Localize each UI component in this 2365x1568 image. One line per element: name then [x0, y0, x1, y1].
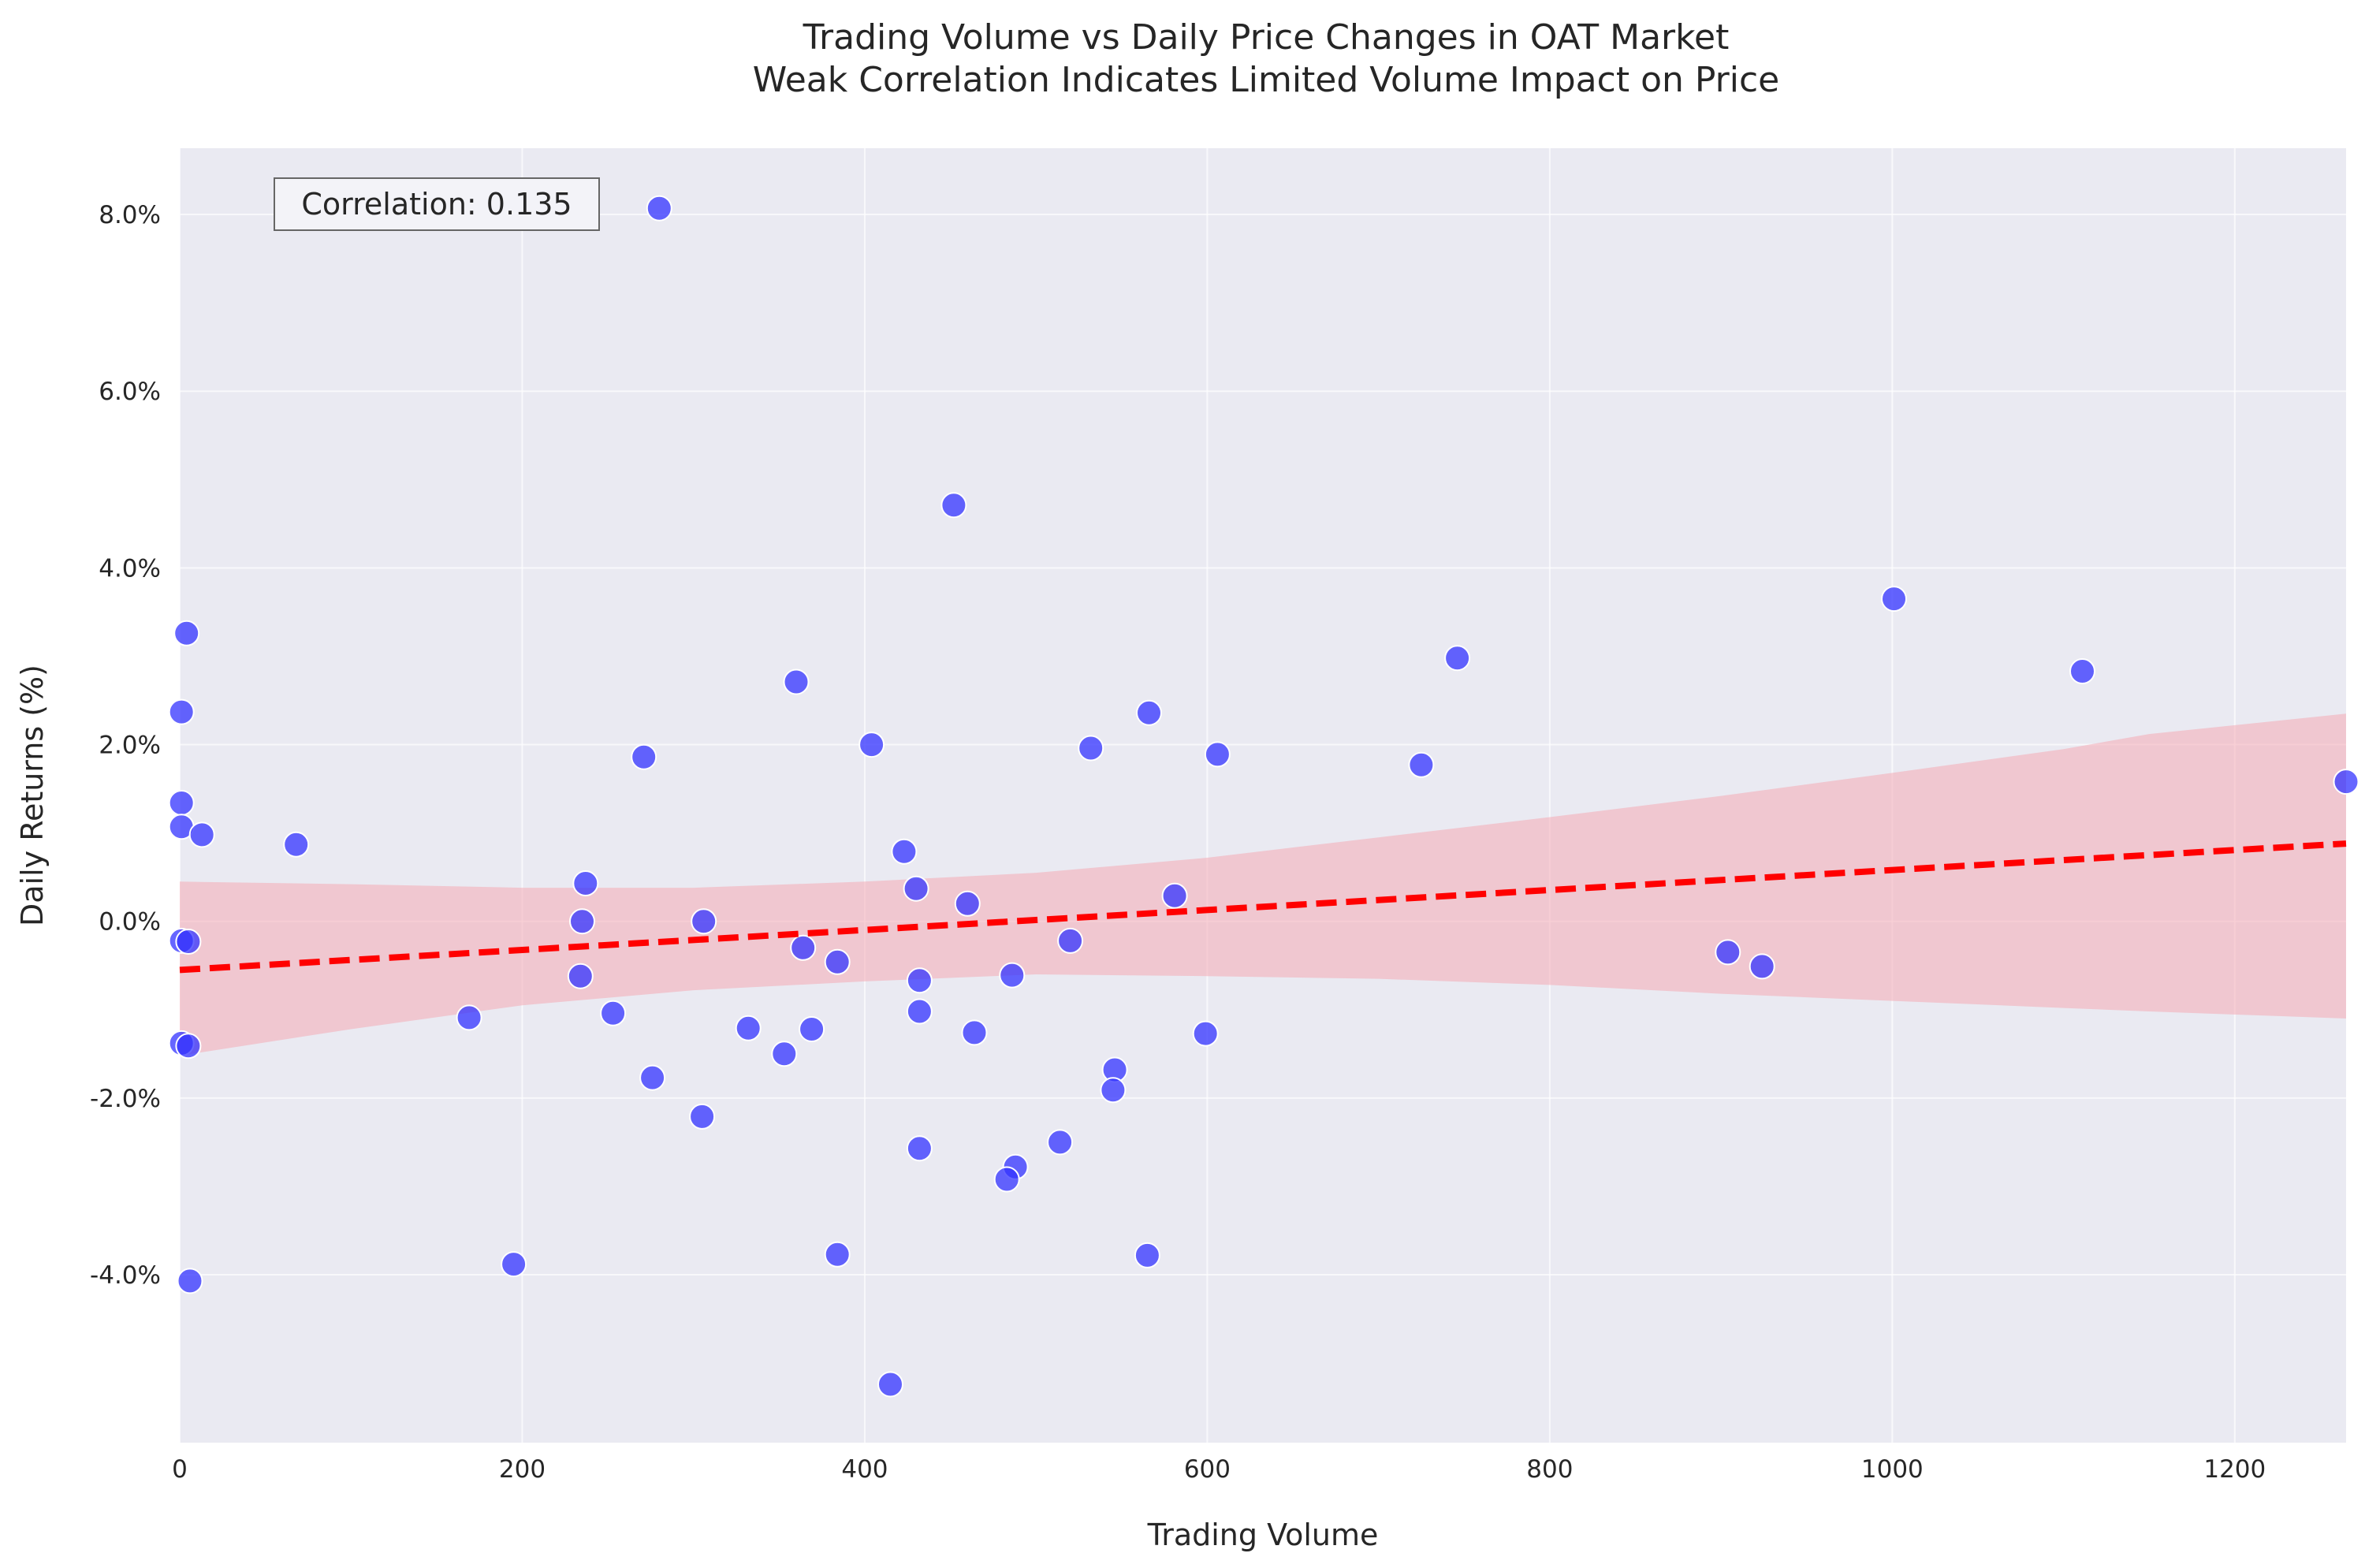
trend-line: [179, 840, 2347, 974]
data-point: [1134, 1242, 1160, 1268]
data-point: [456, 1004, 482, 1031]
data-points: [168, 195, 2359, 1398]
x-tick-label: 600: [1184, 1455, 1231, 1484]
y-tick-label: 0.0%: [99, 908, 161, 937]
data-point: [1161, 882, 1188, 909]
data-point: [877, 1371, 903, 1398]
data-point: [824, 1241, 851, 1268]
data-point: [1057, 927, 1084, 954]
data-point: [906, 998, 933, 1025]
correlation-annotation-text: Correlation: 0.135: [301, 187, 572, 222]
correlation-annotation-box: [274, 177, 600, 231]
data-point: [903, 875, 929, 902]
data-point: [1078, 735, 1104, 762]
data-point: [771, 1041, 798, 1067]
data-point: [858, 732, 885, 758]
data-point: [177, 1268, 203, 1294]
data-point: [1715, 939, 1741, 966]
x-tick-label: 0: [172, 1455, 188, 1484]
x-tick-label: 800: [1526, 1455, 1573, 1484]
y-tick-label: 2.0%: [99, 732, 161, 760]
y-axis-ticks: -4.0% -2.0% 0.0% 2.0% 4.0% 6.0% 8.0%: [90, 201, 161, 1290]
data-point: [1100, 1077, 1127, 1104]
chart-subtitle: Weak Correlation Indicates Limited Volum…: [753, 60, 1779, 100]
y-tick-label: -2.0%: [90, 1085, 161, 1113]
data-point: [572, 870, 599, 896]
data-point: [906, 967, 933, 994]
data-point: [2069, 658, 2095, 684]
data-point: [1408, 751, 1435, 778]
data-point: [993, 1166, 1020, 1193]
x-tick-label: 1000: [1861, 1455, 1924, 1484]
data-point: [891, 838, 918, 865]
correlation-annotation: Correlation: 0.135: [274, 177, 600, 231]
x-axis-label: Trading Volume: [1147, 1518, 1379, 1552]
x-tick-label: 200: [499, 1455, 546, 1484]
data-point: [1204, 741, 1231, 768]
data-point: [600, 1000, 627, 1026]
data-point: [1444, 645, 1471, 672]
y-axis-label: Daily Returns (%): [15, 665, 50, 926]
data-point: [824, 948, 851, 975]
data-point: [691, 908, 717, 935]
data-point: [173, 620, 200, 646]
y-tick-label: 8.0%: [99, 201, 161, 229]
data-point: [501, 1251, 527, 1278]
data-point: [689, 1103, 716, 1130]
y-tick-label: 6.0%: [99, 378, 161, 406]
data-point: [735, 1015, 762, 1041]
x-tick-label: 400: [841, 1455, 888, 1484]
data-point: [283, 831, 310, 858]
data-point: [188, 821, 215, 848]
chart-title: Trading Volume vs Daily Price Changes in…: [803, 17, 1730, 58]
data-point: [954, 890, 981, 917]
data-point: [2333, 769, 2359, 795]
data-point: [567, 963, 594, 989]
data-point: [1136, 699, 1162, 726]
y-tick-label: 4.0%: [99, 554, 161, 583]
data-point: [168, 698, 195, 725]
data-point: [1047, 1129, 1074, 1156]
data-point: [175, 1033, 202, 1060]
y-tick-label: -4.0%: [90, 1261, 161, 1290]
data-point: [799, 1016, 825, 1042]
data-point: [790, 934, 817, 961]
x-axis-ticks: 0 200 400 600 800 1000 1200: [172, 1455, 2266, 1484]
data-point: [961, 1019, 988, 1046]
data-point: [1192, 1020, 1219, 1047]
confidence-band: [180, 713, 2346, 1056]
data-point: [783, 669, 810, 695]
data-point: [1881, 586, 1907, 613]
data-point: [646, 195, 672, 222]
data-point: [168, 790, 195, 816]
data-point: [906, 1135, 933, 1162]
x-tick-label: 1200: [2203, 1455, 2266, 1484]
data-point: [639, 1064, 666, 1091]
data-point: [940, 492, 967, 519]
data-point: [569, 908, 595, 935]
data-point: [175, 929, 202, 955]
data-point: [1749, 953, 1775, 980]
data-point: [999, 962, 1026, 989]
data-point: [631, 743, 657, 770]
